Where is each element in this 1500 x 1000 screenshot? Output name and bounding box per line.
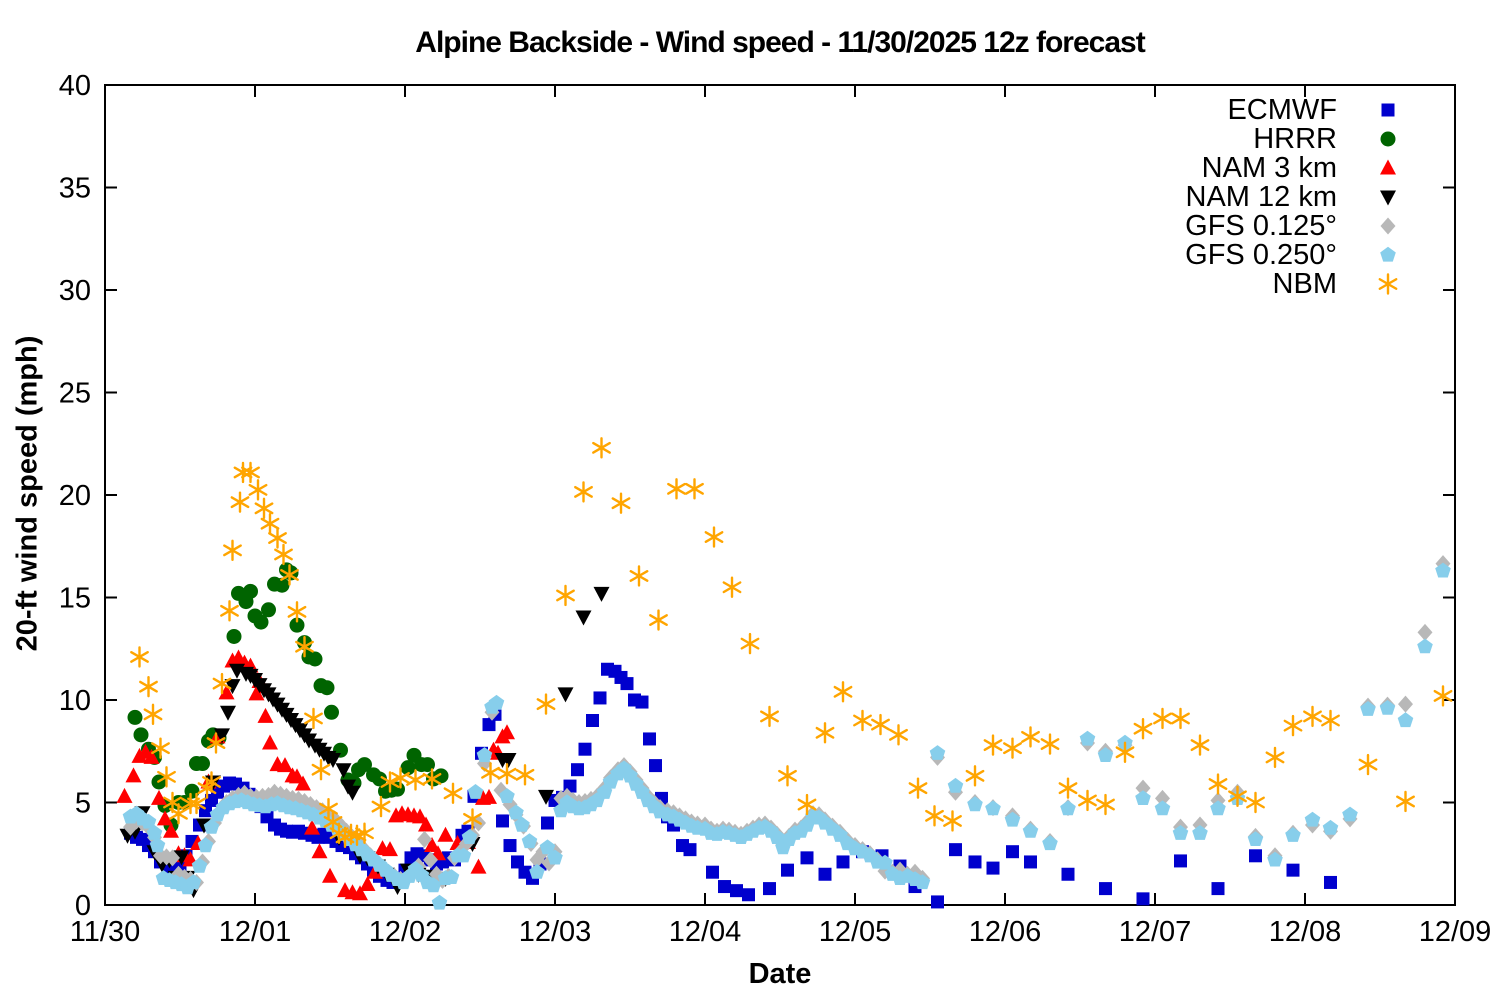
- x-tick-label: 12/09: [1419, 916, 1492, 948]
- x-tick-label: 12/06: [969, 916, 1042, 948]
- x-axis-label: Date: [748, 958, 812, 990]
- y-axis-label: 20-ft wind speed (mph): [11, 335, 44, 652]
- legend-label: NAM 12 km: [1186, 181, 1337, 213]
- legend-label: GFS 0.125°: [1185, 210, 1337, 242]
- y-tick-label: 15: [59, 583, 91, 615]
- x-tick-label: 12/02: [369, 916, 442, 948]
- y-tick-label: 5: [75, 788, 91, 820]
- x-tick-label: 11/30: [70, 916, 140, 948]
- y-tick-label: 0: [75, 890, 91, 922]
- x-tick-label: 12/05: [819, 916, 892, 948]
- y-tick-label: 20: [59, 480, 91, 512]
- y-tick-label: 10: [59, 685, 91, 717]
- x-tick-label: 12/04: [669, 916, 742, 948]
- y-tick-label: 25: [59, 378, 91, 410]
- axes: 0 5 10 15 20 25 30 35 40 11/30 12/01 12/02 12/03 12/0…: [59, 70, 1492, 948]
- x-tick-label: 12/03: [519, 916, 592, 948]
- y-tick-label: 35: [59, 173, 91, 205]
- legend-label: HRRR: [1253, 123, 1337, 155]
- series-nam-3-km: [116, 649, 515, 901]
- chart-title: Alpine Backside - Wind speed - 11/30/202…: [415, 26, 1145, 59]
- legend-label: NAM 3 km: [1202, 152, 1337, 184]
- x-tick-label: 12/07: [1119, 916, 1192, 948]
- series-nbm: [130, 437, 1453, 849]
- y-tick-label: 40: [59, 70, 91, 102]
- legend-label: ECMWF: [1227, 94, 1337, 126]
- legend-label: GFS 0.250°: [1185, 239, 1337, 271]
- x-tick-label: 12/01: [219, 916, 292, 948]
- x-tick-label: 12/08: [1269, 916, 1342, 948]
- legend-label: NBM: [1273, 268, 1337, 300]
- y-tick-label: 30: [59, 275, 91, 307]
- series-gfs-0-250-: [122, 562, 1451, 910]
